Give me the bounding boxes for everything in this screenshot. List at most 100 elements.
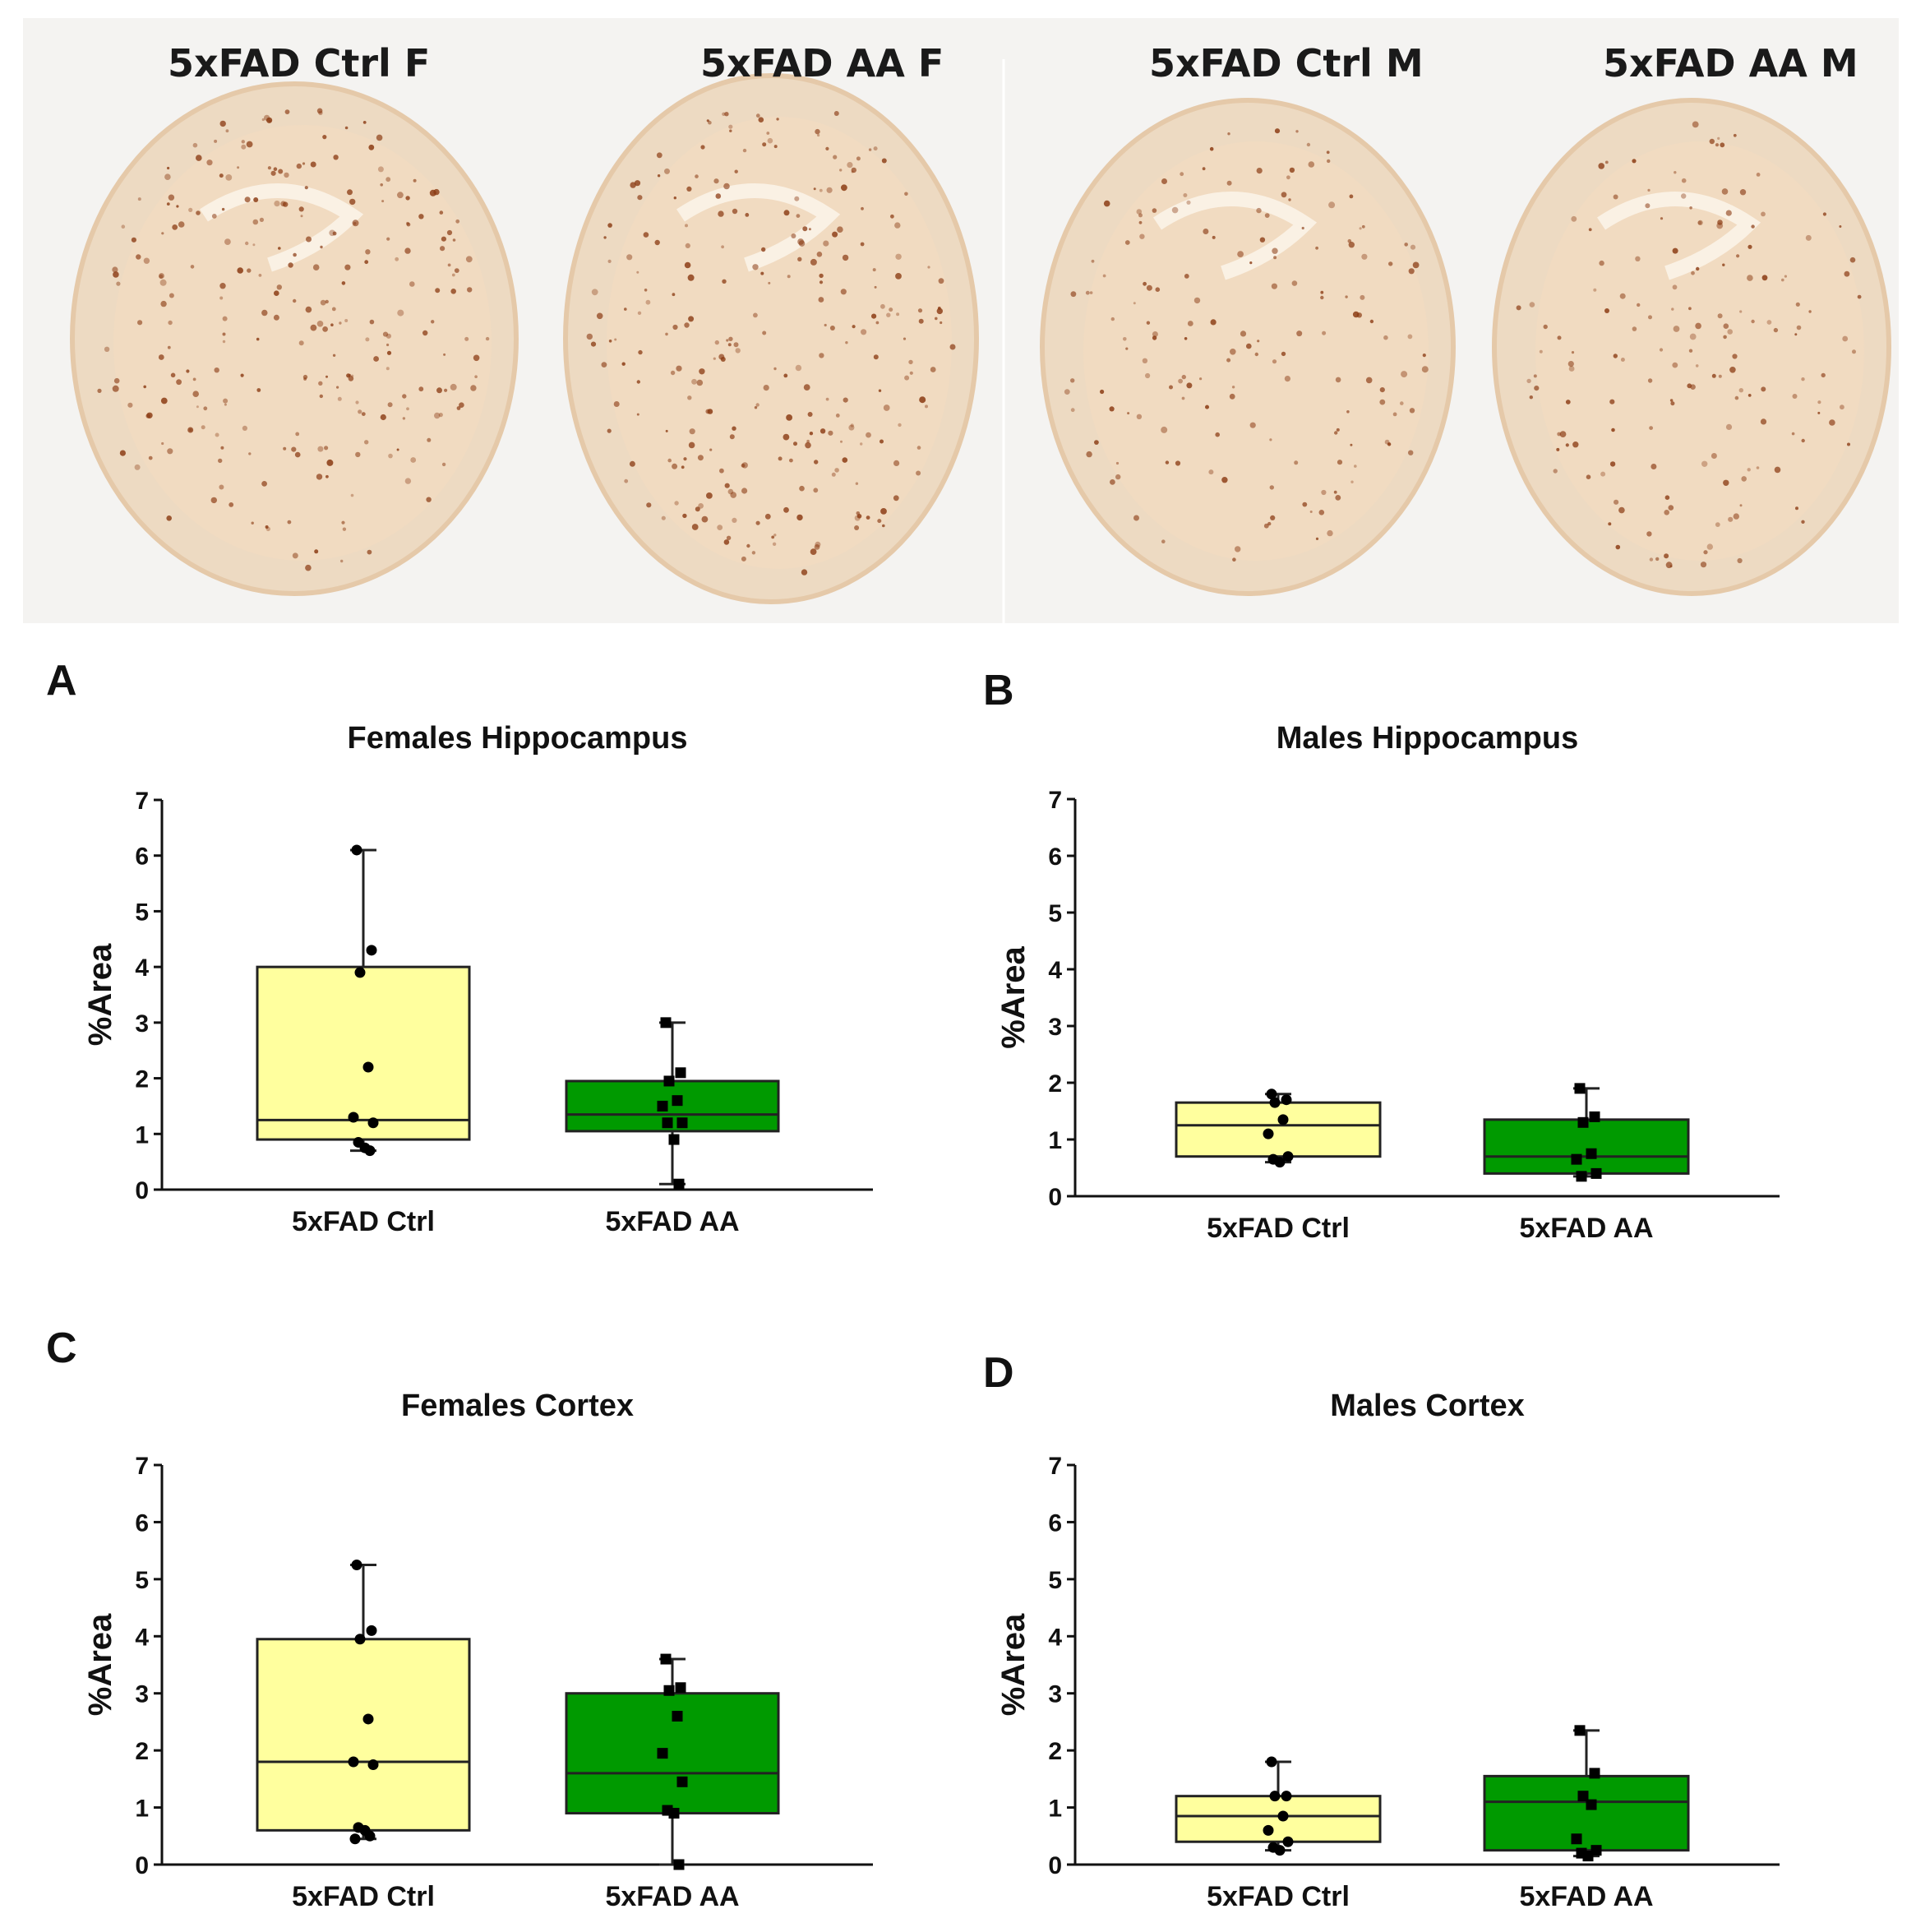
data-point: [1577, 1116, 1589, 1128]
histology-strip: 5xFAD Ctrl F 5xFAD AA F 5xFAD Ctrl M 5xF…: [23, 18, 1899, 623]
data-point: [673, 1859, 685, 1870]
y-tick-label: 3: [135, 1010, 149, 1038]
y-tick-label: 6: [1048, 844, 1062, 871]
section-label-ctrl-m: 5xFAD Ctrl M: [1149, 41, 1424, 86]
y-tick-label: 1: [135, 1796, 149, 1823]
y-tick-label: 7: [135, 1453, 149, 1480]
y-tick-label: 3: [1048, 1681, 1062, 1708]
x-category-label: 5xFAD AA: [1519, 1881, 1653, 1912]
x-category-label: 5xFAD Ctrl: [292, 1881, 435, 1912]
box-aa: [565, 1653, 780, 1870]
data-point: [1263, 1824, 1274, 1836]
brain-section-4: [1492, 98, 1891, 596]
data-point: [668, 1808, 680, 1819]
data-point: [1281, 1791, 1292, 1802]
data-point: [354, 1634, 366, 1645]
data-point: [1277, 1810, 1289, 1822]
chart-title: Males Hippocampus: [1277, 721, 1578, 756]
y-tick-label: 3: [1048, 1014, 1062, 1041]
data-point: [1269, 1097, 1281, 1108]
y-tick-label: 0: [135, 1177, 149, 1204]
data-point: [1586, 1148, 1597, 1159]
data-point: [660, 1653, 672, 1665]
data-point: [348, 1756, 359, 1768]
chart-title: Females Cortex: [401, 1389, 634, 1423]
data-point: [1577, 1791, 1589, 1802]
y-tick-label: 7: [135, 788, 149, 815]
data-point: [367, 1759, 379, 1770]
data-point: [672, 1095, 683, 1107]
y-tick-label: 2: [1048, 1738, 1062, 1765]
chart-b: Males Hippocampus %Area 0 1 2 3 4 5 6 7 5xFAD Ctrl…: [995, 721, 1780, 1244]
data-point: [362, 1713, 374, 1725]
y-tick-label: 1: [135, 1121, 149, 1149]
data-point: [354, 967, 366, 978]
box-aa: [565, 1017, 780, 1190]
y-tick-label: 5: [1048, 900, 1062, 927]
data-point: [366, 1625, 377, 1636]
x-category-label: 5xFAD Ctrl: [292, 1206, 435, 1237]
chart-d: Males Cortex %Area 0 1 2 3 4 5 6 7 5xFAD Ctrl 5xFAD…: [995, 1389, 1780, 1912]
y-tick-label: 7: [1048, 1453, 1062, 1480]
y-axis-label: %Area: [82, 1613, 118, 1716]
data-point: [1282, 1151, 1294, 1162]
data-point: [663, 1075, 675, 1087]
data-point: [1269, 1791, 1281, 1802]
box-iqr: [256, 1638, 471, 1832]
panel-letter-d: D: [983, 1349, 1014, 1397]
box-iqr: [1175, 1101, 1382, 1158]
box-ctrl: [1175, 1088, 1382, 1168]
y-tick-label: 2: [135, 1066, 149, 1093]
data-point: [366, 945, 377, 956]
y-tick-label: 0: [135, 1852, 149, 1879]
panel-letter-b: B: [983, 667, 1014, 714]
data-point: [1263, 1128, 1274, 1139]
y-tick-label: 5: [135, 899, 149, 926]
box-aa: [1483, 1725, 1690, 1862]
panel-letter-a: A: [46, 657, 77, 705]
panel-letter-c: C: [46, 1324, 77, 1372]
y-tick-label: 6: [135, 1509, 149, 1537]
data-point: [657, 1100, 668, 1112]
data-point: [1589, 1111, 1600, 1122]
brain-section-3: [1040, 98, 1456, 596]
data-point: [1281, 1094, 1292, 1106]
x-category-label: 5xFAD AA: [605, 1206, 739, 1237]
y-tick-label: 1: [1048, 1127, 1062, 1154]
data-point: [1576, 1171, 1587, 1182]
x-category-label: 5xFAD Ctrl: [1207, 1213, 1350, 1244]
data-point: [662, 1117, 673, 1129]
box-ctrl: [1175, 1756, 1382, 1856]
y-tick-label: 6: [135, 844, 149, 871]
y-tick-label: 3: [135, 1681, 149, 1708]
brain-sections-image: [70, 59, 1891, 623]
data-point: [676, 1776, 688, 1787]
y-axis-label: %Area: [995, 1613, 1032, 1716]
y-tick-label: 2: [135, 1738, 149, 1765]
data-point: [349, 1833, 361, 1845]
data-point: [672, 1710, 683, 1722]
data-point: [1574, 1083, 1586, 1094]
data-point: [1277, 1114, 1289, 1125]
y-tick-label: 4: [135, 1624, 149, 1651]
data-point: [1571, 1833, 1582, 1845]
data-point: [657, 1748, 668, 1759]
data-point: [668, 1134, 680, 1145]
y-tick-label: 4: [1048, 957, 1062, 984]
data-point: [364, 1145, 376, 1157]
box-iqr: [1175, 1795, 1382, 1843]
chart-c: Females Cortex %Area 0 1 2 3 4 5 6 7 5xFAD Ctrl 5xF…: [82, 1389, 873, 1912]
data-point: [660, 1017, 672, 1028]
y-tick-label: 0: [1048, 1852, 1062, 1879]
data-point: [1586, 1799, 1597, 1810]
y-axis-label: %Area: [82, 943, 118, 1046]
y-tick-label: 5: [1048, 1567, 1062, 1594]
data-point: [1574, 1725, 1586, 1736]
box-aa: [1483, 1083, 1690, 1182]
data-point: [367, 1117, 379, 1129]
data-point: [663, 1685, 675, 1696]
data-point: [1282, 1836, 1294, 1847]
data-point: [675, 1067, 686, 1079]
data-point: [351, 1560, 362, 1570]
data-point: [1582, 1851, 1594, 1862]
